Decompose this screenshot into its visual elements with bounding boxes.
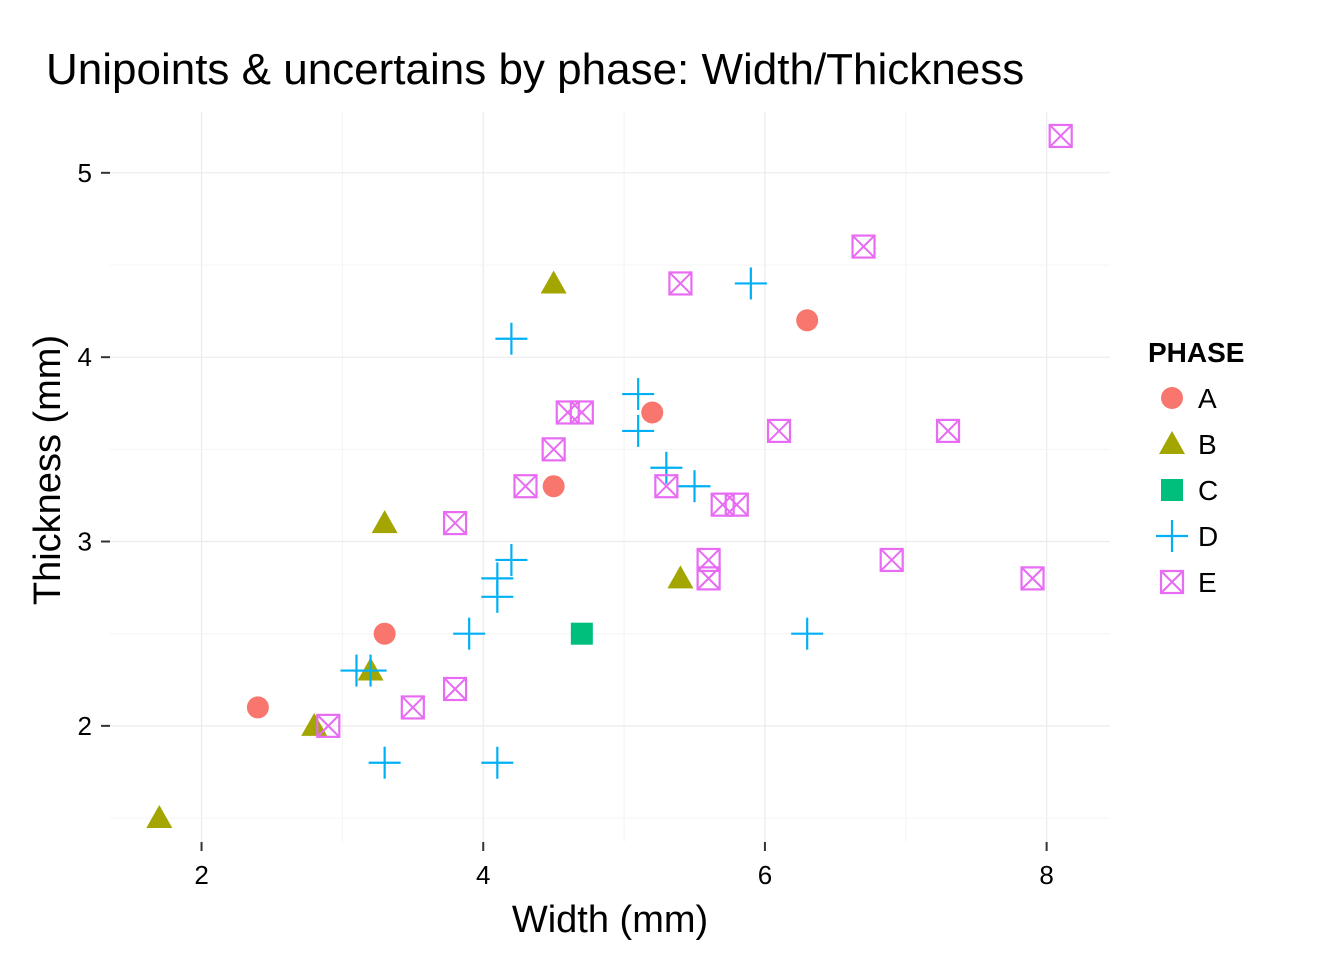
data-point-a [246, 696, 269, 719]
data-point-e [724, 492, 749, 517]
data-point-d [495, 322, 528, 355]
y-tick-label: 2 [78, 711, 92, 741]
axes: 2 4 6 8 2 3 4 5 [78, 158, 1054, 890]
data-point-d [495, 543, 528, 576]
data-point-d [650, 451, 683, 484]
y-tick-label: 3 [78, 527, 92, 557]
data-point-a [796, 309, 819, 332]
grid [110, 112, 1110, 842]
data-point-e [1020, 566, 1045, 591]
data-point-e [1048, 123, 1073, 149]
data-point-d [368, 746, 401, 779]
data-point-b [667, 565, 694, 589]
data-point-b [301, 712, 328, 736]
x-tick-label: 2 [194, 860, 208, 890]
x-axis-title: Width (mm) [512, 899, 708, 941]
data-point-d [481, 746, 514, 779]
legend-label-a: A [1198, 383, 1217, 414]
x-tick-label: 4 [476, 860, 490, 890]
legend-label-d: D [1198, 521, 1218, 552]
data-point-e [569, 400, 594, 425]
data-point-a [542, 475, 565, 498]
data-point-e [668, 271, 693, 296]
legend-key-b [1159, 431, 1185, 454]
x-tick-label: 6 [758, 860, 772, 890]
data-point-e [316, 713, 341, 738]
data-point-e [654, 474, 679, 499]
data-point-b [371, 510, 398, 534]
data-point-e [513, 474, 538, 499]
chart-title: Unipoints & uncertains by phase: Width/T… [46, 45, 1024, 94]
legend-key-d [1156, 520, 1188, 552]
data-point-e [935, 418, 961, 444]
y-tick-label: 5 [78, 158, 92, 188]
legend-key-c [1161, 479, 1183, 501]
data-point-a [641, 401, 664, 424]
y-tick-label: 4 [78, 342, 92, 372]
data-point-e [541, 437, 566, 462]
data-point-c [570, 622, 593, 645]
data-point-e [696, 547, 721, 573]
data-point-a [373, 622, 396, 645]
x-tick-label: 8 [1039, 860, 1053, 890]
data-point-e [400, 695, 425, 720]
legend-label-e: E [1198, 567, 1217, 598]
data-point-d [354, 654, 387, 687]
legend-label-b: B [1198, 429, 1217, 460]
data-point-e [851, 234, 876, 259]
data-point-d [622, 414, 655, 447]
data-point-d [481, 562, 514, 595]
data-point-b [146, 805, 173, 829]
data-point-d [734, 267, 767, 300]
data-point-b [540, 270, 567, 294]
data-point-d [678, 470, 711, 503]
data-point-d [453, 617, 486, 650]
legend-key-e [1159, 569, 1185, 595]
y-axis-title: Thickness (mm) [27, 335, 69, 605]
legend-title: PHASE [1148, 337, 1244, 368]
data-points [146, 123, 1073, 829]
data-point-e [442, 510, 468, 536]
data-point-d [791, 617, 824, 650]
legend-key-a [1161, 387, 1183, 409]
data-point-d [622, 378, 655, 411]
legend-label-c: C [1198, 475, 1218, 506]
data-point-e [442, 676, 468, 702]
data-point-e [766, 418, 792, 444]
data-point-e [879, 547, 904, 573]
